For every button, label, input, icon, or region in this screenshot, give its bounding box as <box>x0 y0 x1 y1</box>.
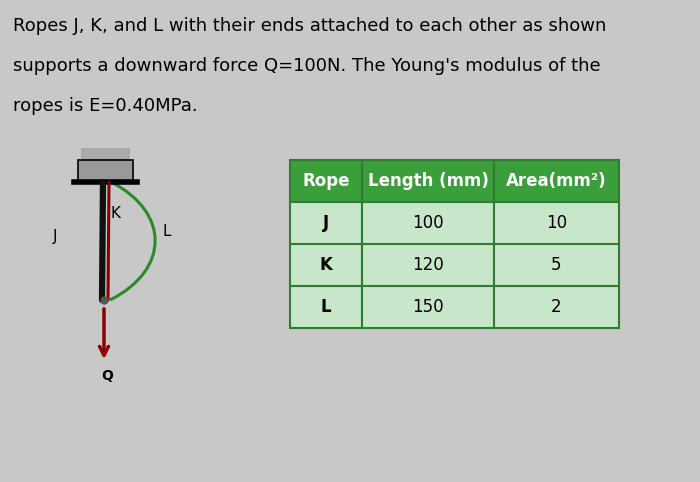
Text: J: J <box>53 228 57 243</box>
Bar <box>494 244 619 286</box>
Text: K: K <box>110 205 120 220</box>
Bar <box>290 244 362 286</box>
Text: 120: 120 <box>412 256 444 274</box>
Bar <box>290 202 362 244</box>
Bar <box>290 286 362 328</box>
Text: 2: 2 <box>551 298 562 316</box>
Bar <box>362 244 494 286</box>
Text: K: K <box>320 256 332 274</box>
Text: 10: 10 <box>546 214 567 232</box>
Bar <box>494 160 619 202</box>
Text: ropes is E=0.40MPa.: ropes is E=0.40MPa. <box>13 97 197 115</box>
Text: Rope: Rope <box>302 172 350 190</box>
Bar <box>78 160 132 182</box>
Text: Length (mm): Length (mm) <box>368 172 489 190</box>
Text: 5: 5 <box>552 256 561 274</box>
Text: supports a downward force Q=100N. The Young's modulus of the: supports a downward force Q=100N. The Yo… <box>13 57 601 75</box>
Text: Area(mm²): Area(mm²) <box>506 172 607 190</box>
Text: L: L <box>321 298 331 316</box>
Text: Ropes J, K, and L with their ends attached to each other as shown: Ropes J, K, and L with their ends attach… <box>13 17 606 35</box>
Bar <box>362 160 494 202</box>
Text: L: L <box>162 224 172 239</box>
Bar <box>362 286 494 328</box>
Text: J: J <box>323 214 329 232</box>
Text: 150: 150 <box>412 298 444 316</box>
Bar <box>290 160 362 202</box>
Bar <box>494 286 619 328</box>
Text: Q: Q <box>101 369 113 383</box>
Bar <box>362 202 494 244</box>
Bar <box>80 148 130 160</box>
Text: 100: 100 <box>412 214 444 232</box>
Bar <box>494 202 619 244</box>
